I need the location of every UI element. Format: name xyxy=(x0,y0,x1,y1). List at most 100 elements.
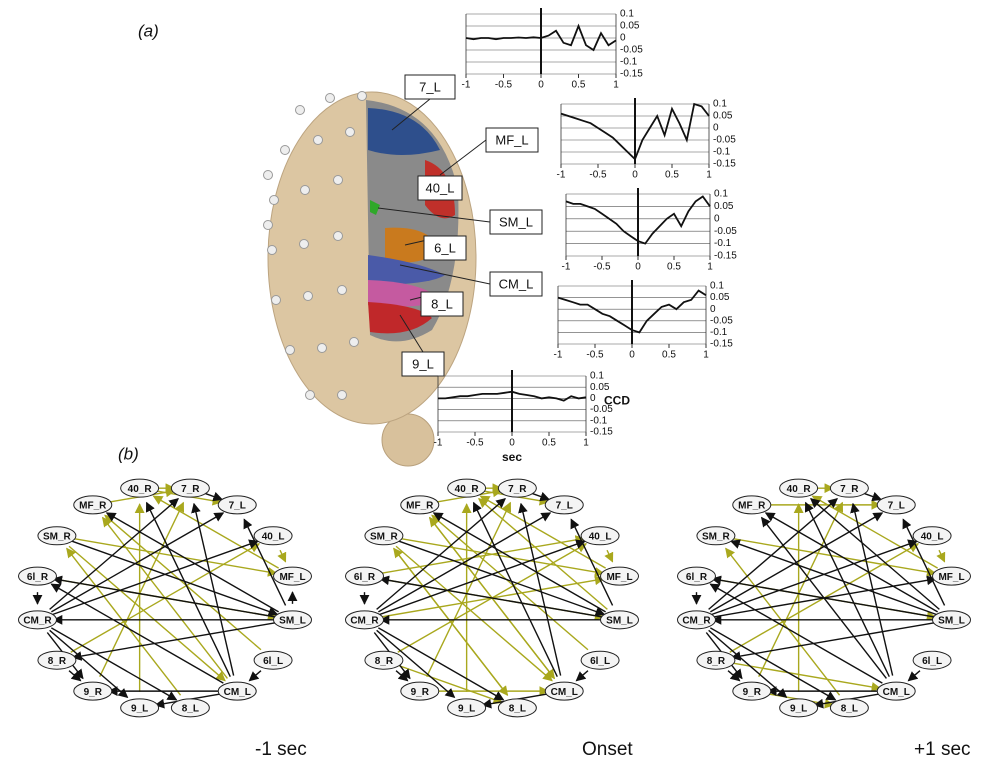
electrode xyxy=(270,196,279,205)
node-label: 8_R xyxy=(48,656,67,667)
node-label: 7_L xyxy=(229,501,246,512)
node-label: CM_R xyxy=(682,615,711,626)
node-label: CM_R xyxy=(23,615,52,626)
y-tick-label: 0.1 xyxy=(714,189,728,200)
node-label: 6l_L xyxy=(590,656,610,667)
y-axis-label: CCD xyxy=(604,393,630,407)
electrode xyxy=(314,136,323,145)
electrode xyxy=(338,391,347,400)
edge xyxy=(53,579,276,617)
edge xyxy=(532,494,549,500)
y-tick-label: -0.1 xyxy=(590,415,608,426)
edge xyxy=(194,504,234,676)
node-label: MF_L xyxy=(279,572,305,583)
y-tick-label: -0.15 xyxy=(710,339,733,350)
node-label: MF_R xyxy=(738,501,766,512)
node-label: 7_R xyxy=(508,484,527,495)
y-tick-label: 0.05 xyxy=(620,21,640,32)
electrode xyxy=(326,94,335,103)
x-tick-label: 0.5 xyxy=(662,350,676,361)
node-label: CM_R xyxy=(350,615,379,626)
y-tick-label: 0.1 xyxy=(713,99,727,110)
x-tick-label: 0.5 xyxy=(665,170,679,181)
region-label: SM_L xyxy=(499,214,533,229)
node-label: 40_L xyxy=(921,531,944,542)
node-label: 40_L xyxy=(589,531,612,542)
y-tick-label: 0 xyxy=(620,33,626,44)
node-label: 6l_R xyxy=(27,572,49,583)
node-label: 6l_R xyxy=(354,572,376,583)
node-label: 40_R xyxy=(787,484,812,495)
edge xyxy=(73,538,277,573)
region-label: 40_L xyxy=(426,180,455,195)
x-tick-label: -1 xyxy=(434,438,443,449)
electrode xyxy=(318,344,327,353)
y-tick-label: -0.1 xyxy=(620,57,638,68)
x-tick-label: 0.5 xyxy=(667,262,681,273)
y-tick-label: 0 xyxy=(710,304,716,315)
electrode xyxy=(334,176,343,185)
electrode xyxy=(301,186,310,195)
region-label: 9_L xyxy=(412,356,434,371)
edge xyxy=(69,546,225,680)
y-tick-label: -0.1 xyxy=(714,238,732,249)
node-label: 8_L xyxy=(182,703,199,714)
x-tick-label: -1 xyxy=(554,350,563,361)
graph-caption: Onset xyxy=(582,739,633,760)
edge xyxy=(576,671,588,681)
x-tick-label: 1 xyxy=(703,350,709,361)
node-label: 9_R xyxy=(743,687,762,698)
electrode xyxy=(358,92,367,101)
edge xyxy=(521,504,561,676)
region-label: MF_L xyxy=(495,132,528,147)
node-label: 9_L xyxy=(458,703,475,714)
y-tick-label: -0.05 xyxy=(713,135,736,146)
electrode xyxy=(300,240,309,249)
node-label: 9_R xyxy=(411,687,430,698)
node-label: 7_R xyxy=(840,484,859,495)
edge xyxy=(732,538,936,573)
x-tick-label: -0.5 xyxy=(589,170,607,181)
y-tick-label: 0.05 xyxy=(590,382,610,393)
x-tick-label: 0 xyxy=(629,350,635,361)
electrode xyxy=(338,286,347,295)
edge xyxy=(864,494,881,500)
electrode xyxy=(268,246,277,255)
electrode xyxy=(272,296,281,305)
electrode xyxy=(264,171,273,180)
x-axis-label: sec xyxy=(502,450,522,464)
electrode xyxy=(296,106,305,115)
electrode xyxy=(281,146,290,155)
node-label: 8_R xyxy=(375,656,394,667)
y-tick-label: -0.15 xyxy=(620,69,643,80)
node-label: 6l_R xyxy=(686,572,708,583)
node-label: 40_L xyxy=(262,531,285,542)
electrode xyxy=(286,346,295,355)
x-tick-label: -0.5 xyxy=(495,80,513,91)
x-tick-label: 0 xyxy=(538,80,544,91)
panel-label: (b) xyxy=(118,444,139,463)
node-label: MF_L xyxy=(938,572,964,583)
x-tick-label: 0.5 xyxy=(572,80,586,91)
y-tick-label: -0.15 xyxy=(713,159,736,170)
node-label: CM_L xyxy=(883,687,910,698)
x-tick-label: 0.5 xyxy=(542,438,556,449)
electrode xyxy=(306,391,315,400)
node-label: 7_L xyxy=(888,501,905,512)
figure: (a) (b) 7_LMF_L40_LSM_L6_LCM_L8_L9_L0.10… xyxy=(0,0,1002,772)
x-tick-label: -0.5 xyxy=(466,438,484,449)
node-label: 6l_L xyxy=(922,656,942,667)
electrode xyxy=(304,292,313,301)
node-label: CM_L xyxy=(224,687,251,698)
node-label: SM_R xyxy=(370,531,399,542)
node-label: 40_R xyxy=(455,484,480,495)
x-tick-label: -0.5 xyxy=(593,262,611,273)
edge xyxy=(607,550,613,562)
node-label: SM_R xyxy=(43,531,72,542)
node-label: 7_L xyxy=(556,501,573,512)
edge xyxy=(908,671,920,681)
node-label: MF_R xyxy=(79,501,107,512)
node-label: 9_L xyxy=(131,703,148,714)
node-label: 8_R xyxy=(707,656,726,667)
edge xyxy=(205,494,222,500)
